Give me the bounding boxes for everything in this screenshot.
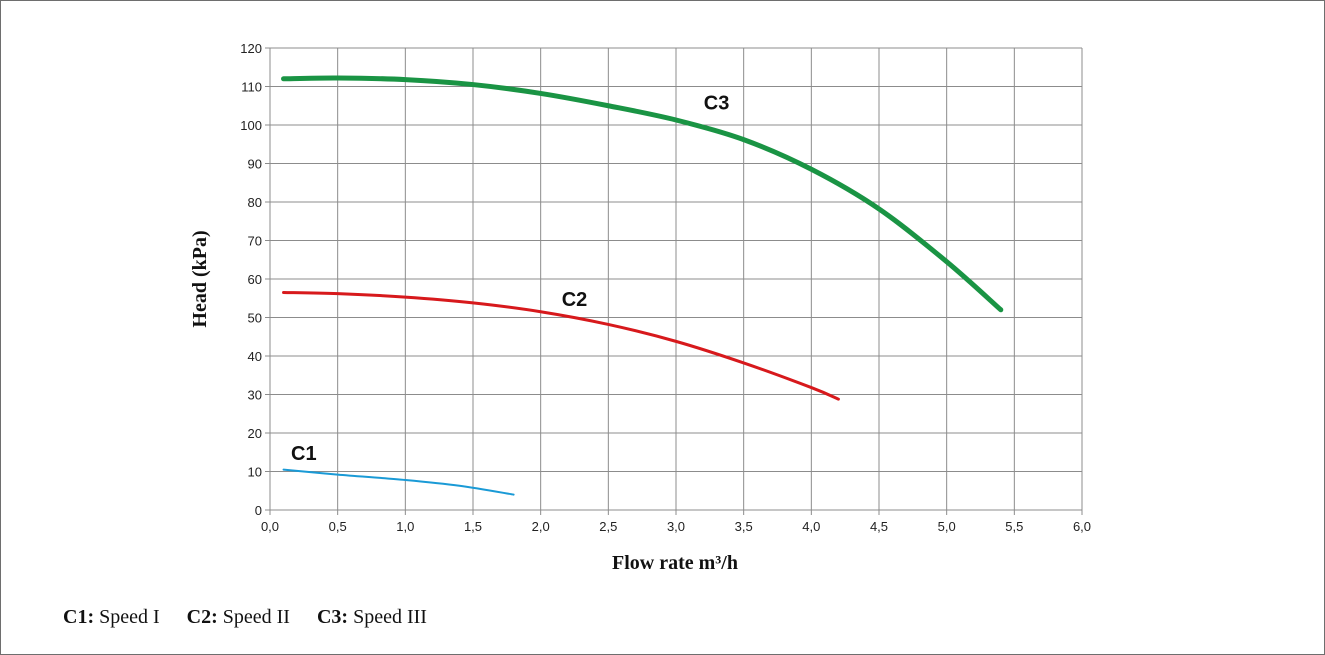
x-tick-label: 6,0 (1073, 519, 1091, 534)
legend-label-c3: Speed III (353, 606, 427, 628)
y-tick-label: 0 (255, 503, 262, 518)
legend-label-c1: Speed I (99, 606, 160, 628)
x-tick-label: 0,0 (261, 519, 279, 534)
y-tick-label: 100 (240, 118, 262, 133)
y-tick-label: 10 (248, 465, 262, 480)
legend-key-c2: C2: (186, 606, 218, 628)
y-tick-label: 110 (241, 80, 262, 95)
x-tick-label: 4,5 (870, 519, 888, 534)
x-tick-label: 1,0 (396, 519, 414, 534)
curve-label-c3: C3 (704, 93, 730, 115)
curve-labels: C1 C2 C3 (291, 93, 729, 465)
series-line-c3 (281, 75, 1004, 313)
x-tick-label: 5,0 (938, 519, 956, 534)
y-tick-label: 60 (248, 272, 262, 287)
legend-item-c2: C2: Speed II (187, 606, 290, 628)
y-tick-label: 20 (248, 426, 262, 441)
legend-item-c3: C3: Speed III (317, 606, 427, 628)
x-tick-label: 4,0 (802, 519, 820, 534)
legend-key-c3: C3: (316, 606, 349, 628)
series-line-c2 (282, 290, 840, 401)
x-axis-ticks: 0,0 0,5 1,0 1,5 2,0 2,5 3,0 3,5 4,0 4,5 5,0 5,5 6,0 (261, 519, 1091, 534)
legend: C1: Speed I C2: Speed II C3: Speed III (63, 606, 449, 629)
series-lines (281, 75, 1004, 496)
curve-label-c1: C1 (291, 443, 317, 465)
y-tick-label: 40 (248, 349, 262, 364)
x-tick-label: 2,5 (599, 519, 617, 534)
y-tick-label: 80 (248, 195, 262, 210)
legend-item-c1: C1: Speed I (63, 606, 160, 628)
x-axis-label: Flow rate m³/h (612, 552, 738, 574)
legend-key-c1: C1: (63, 606, 95, 628)
x-tick-label: 0,5 (329, 519, 347, 534)
y-tick-label: 90 (248, 157, 262, 172)
legend-label-c2: Speed II (222, 606, 290, 628)
y-tick-label: 70 (248, 234, 262, 249)
series-line-c1 (282, 468, 515, 496)
x-tick-label: 3,0 (667, 519, 685, 534)
x-tick-label: 3,5 (735, 519, 753, 534)
y-tick-label: 50 (248, 311, 262, 326)
grid (265, 47, 1083, 515)
y-tick-label: 120 (240, 41, 262, 56)
x-tick-label: 5,5 (1005, 519, 1023, 534)
y-axis-label: Head (kPa) (189, 230, 211, 327)
curve-label-c2: C2 (562, 289, 588, 311)
x-tick-label: 1,5 (464, 519, 482, 534)
x-tick-label: 2,0 (532, 519, 550, 534)
y-tick-label: 30 (248, 388, 262, 403)
y-axis-ticks: 0 10 20 30 40 50 60 70 80 90 100 110 120 (240, 41, 262, 518)
